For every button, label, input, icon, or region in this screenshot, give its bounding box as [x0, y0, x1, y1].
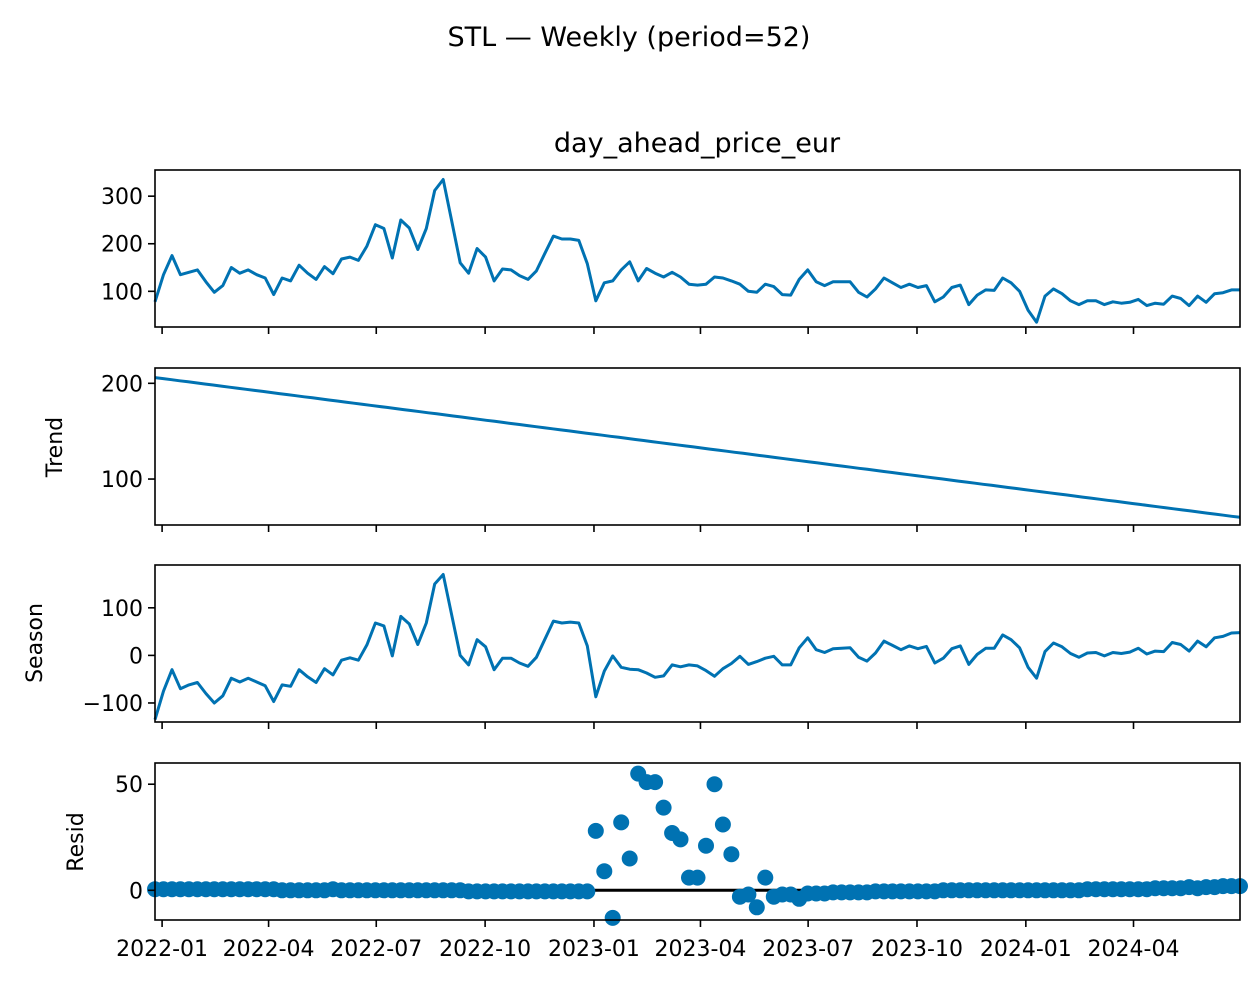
axis-frame-2	[154, 564, 1241, 723]
resid-point	[621, 850, 638, 867]
panel-resid-ylabel: Resid	[64, 812, 89, 871]
x-tick-label: 2023-07	[762, 937, 854, 962]
series-line-1	[154, 376, 1241, 519]
resid-point	[596, 863, 613, 880]
x-tick-label: 2023-04	[654, 937, 746, 962]
axis-frame-0	[154, 169, 1241, 328]
y-tick-label: 100	[101, 468, 143, 493]
panel-observed-title: day_ahead_price_eur	[554, 128, 841, 159]
x-tick-label: 2022-01	[116, 937, 208, 962]
resid-point	[672, 831, 689, 848]
resid-point	[579, 883, 596, 900]
x-tick-label: 2024-04	[1088, 937, 1180, 962]
panel-season-ylabel: Season	[23, 603, 48, 683]
panel-2: −100 0 100	[83, 564, 1241, 729]
y-tick-label: 50	[115, 773, 143, 798]
x-tick-label: 2023-10	[871, 937, 963, 962]
y-tick-label: 200	[101, 233, 143, 258]
x-tick-label: 2022-04	[223, 937, 315, 962]
y-tick-label: −100	[83, 692, 143, 717]
resid-point	[714, 816, 731, 833]
resid-point	[740, 886, 757, 903]
x-tick-label: 2023-01	[548, 937, 640, 962]
y-tick-label: 300	[101, 185, 143, 210]
figure-suptitle: STL — Weekly (period=52)	[448, 22, 811, 53]
resid-point	[689, 869, 706, 886]
y-tick-label: 100	[101, 280, 143, 305]
chart-panels: 100 200 300 100 200 −100 0 100 0 50 2022-01 2022-04…	[83, 169, 1248, 962]
series-line-2	[153, 573, 1241, 721]
axis-frame-1	[154, 367, 1241, 526]
series-line-0	[153, 178, 1240, 324]
x-tick-label: 2024-01	[980, 937, 1072, 962]
y-tick-label: 100	[101, 597, 143, 622]
resid-point	[655, 799, 672, 816]
panel-trend-ylabel: Trend	[43, 417, 68, 478]
x-tick-label: 2022-07	[330, 937, 422, 962]
panel-0: 100 200 300	[101, 169, 1241, 334]
y-tick-label: 0	[129, 644, 143, 669]
resid-point	[647, 774, 664, 791]
panel-1: 100 200	[101, 367, 1241, 532]
resid-point	[613, 814, 630, 831]
axis-frame-3	[154, 762, 1241, 921]
y-tick-label: 0	[129, 879, 143, 904]
resid-point	[757, 869, 774, 886]
resid-point	[706, 776, 723, 793]
y-tick-label: 200	[101, 372, 143, 397]
resid-point	[604, 909, 621, 926]
resid-point	[723, 846, 740, 863]
resid-point	[587, 822, 604, 839]
resid-point	[748, 899, 765, 916]
panel-3: 0 50 2022-01 2022-04 2022-07 2022-10 2023-01 20…	[115, 762, 1248, 962]
x-tick-label: 2022-10	[439, 937, 531, 962]
resid-point	[698, 837, 714, 854]
